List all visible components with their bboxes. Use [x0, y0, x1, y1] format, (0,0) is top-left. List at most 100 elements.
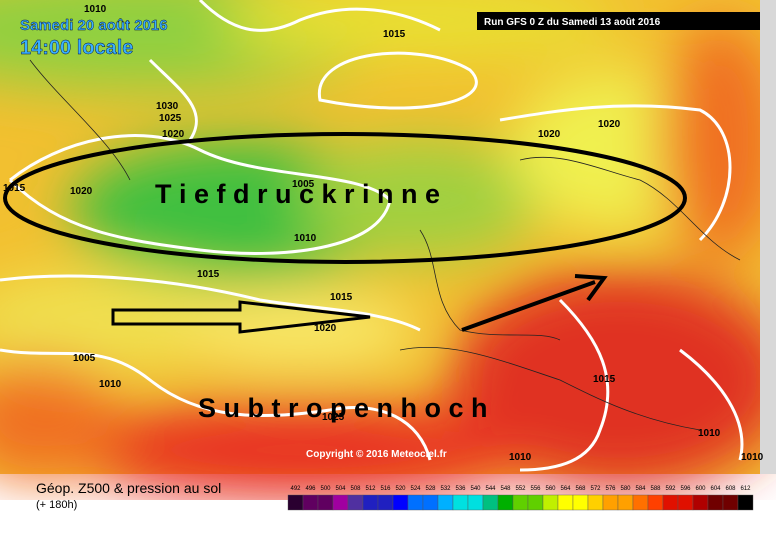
scale-label: 596: [680, 486, 691, 492]
scale-swatch: [287, 494, 304, 511]
isobars: [0, 0, 744, 472]
scale-label: 520: [395, 486, 406, 492]
isobar-label: 1010: [509, 452, 532, 463]
scale-label: 492: [290, 486, 301, 492]
map: 1010 1015 1030 1025 1020 1020 1020 1015 …: [0, 0, 776, 500]
scale-swatch: [452, 494, 469, 511]
scale-label: 496: [305, 486, 316, 492]
isobar-label: 1025: [322, 412, 345, 423]
scale-label: 612: [740, 486, 751, 492]
scale-label: 600: [695, 486, 706, 492]
trough-label: T i e f d r u c k r i n n e: [155, 179, 440, 209]
footer-title: Géop. Z500 & pression au sol: [36, 480, 221, 496]
scale-label: 504: [335, 486, 346, 492]
scale-swatch: [317, 494, 334, 511]
coastlines: [29, 59, 741, 431]
date: Samedi 20 août 2016: [20, 17, 168, 34]
isobar-label: 1010: [294, 233, 317, 244]
scale-swatch: [632, 494, 649, 511]
scale-label: 584: [635, 486, 646, 492]
trough-ellipse: [3, 132, 687, 264]
scale-label: 604: [710, 486, 721, 492]
scale-label: 516: [380, 486, 391, 492]
scale-swatch: [512, 494, 529, 511]
run: Run GFS 0 Z du Samedi 13 août 2016: [484, 17, 661, 28]
scale-label: 540: [470, 486, 481, 492]
scale-swatch: [302, 494, 319, 511]
scale-label: 524: [410, 486, 421, 492]
scale-swatch: [362, 494, 379, 511]
scale-swatch: [602, 494, 619, 511]
scale-label: 548: [500, 486, 511, 492]
scale-label: 508: [350, 486, 361, 492]
scale-swatch: [407, 494, 424, 511]
scale-swatch: [437, 494, 454, 511]
isobar-label: 1015: [383, 29, 406, 40]
scale-swatch: [332, 494, 349, 511]
scale-swatch: [482, 494, 499, 511]
footer-lead: (+ 180h): [36, 499, 77, 511]
isobar-label: 1015: [197, 269, 220, 280]
time: 14:00 locale: [20, 37, 133, 59]
isobar-label: 1010: [741, 452, 764, 463]
isobar-label: 1005: [73, 353, 96, 364]
scale-swatch: [677, 494, 694, 511]
scale-swatch: [662, 494, 679, 511]
scale-label: 556: [530, 486, 541, 492]
isobar-label: 1015: [3, 183, 26, 194]
scale-swatch: [347, 494, 364, 511]
scale-label: 576: [605, 486, 616, 492]
scale-swatch: [722, 494, 739, 511]
isobar-label: 1010: [84, 4, 107, 15]
scale-label: 528: [425, 486, 436, 492]
isobar-label: 1020: [598, 119, 621, 130]
isobar-label: 1015: [330, 292, 353, 303]
scale-label: 572: [590, 486, 601, 492]
isobar-label: 1030: [156, 101, 179, 112]
isobar-label: 1025: [159, 113, 182, 124]
scale-label: 560: [545, 486, 556, 492]
isobar-label: 1020: [314, 323, 337, 334]
scale-swatch: [572, 494, 589, 511]
scale-label: 608: [725, 486, 736, 492]
scale-swatch: [497, 494, 514, 511]
color-scale: 492 496 500 504 508 512 516 520 524 528 532 536 540 5…: [287, 486, 754, 511]
isobar-label: 1020: [70, 186, 93, 197]
scale-label: 532: [440, 486, 451, 492]
scale-label: 588: [650, 486, 661, 492]
scale-swatch: [692, 494, 709, 511]
scale-swatch: [542, 494, 559, 511]
scale-label: 536: [455, 486, 466, 492]
scale-swatch: [707, 494, 724, 511]
scale-label: 580: [620, 486, 631, 492]
scale-swatch: [587, 494, 604, 511]
scale-label: 544: [485, 486, 496, 492]
copyright: Copyright © 2016 Meteociel.fr: [306, 449, 447, 460]
scale-label: 568: [575, 486, 586, 492]
isobar-label: 1010: [698, 428, 721, 439]
scale-label: 500: [320, 486, 331, 492]
scale-label: 564: [560, 486, 571, 492]
scale-swatch: [422, 494, 439, 511]
scale-swatch: [392, 494, 409, 511]
scale-swatch: [647, 494, 664, 511]
isobar-label: 1010: [99, 379, 122, 390]
scale-swatch: [527, 494, 544, 511]
scale-swatch: [737, 494, 754, 511]
scale-swatch: [377, 494, 394, 511]
arrow: [461, 274, 608, 332]
arrow-outline: [111, 300, 371, 334]
scale-swatch: [617, 494, 634, 511]
isobar-label: 1020: [538, 129, 561, 140]
run-box: [477, 12, 760, 30]
isobar-label: 1005: [292, 179, 315, 190]
scale-swatch: [467, 494, 484, 511]
scale-label: 512: [365, 486, 376, 492]
isobar-label: 1015: [593, 374, 616, 385]
isobar-label: 1020: [162, 129, 185, 140]
isobar-labels: 1010 1015 1030 1025 1020 1020 1020 1015 …: [3, 4, 764, 463]
high-label: S u b t r o p e n h o c h: [198, 393, 488, 423]
scale-label: 552: [515, 486, 526, 492]
scale-label: 592: [665, 486, 676, 492]
